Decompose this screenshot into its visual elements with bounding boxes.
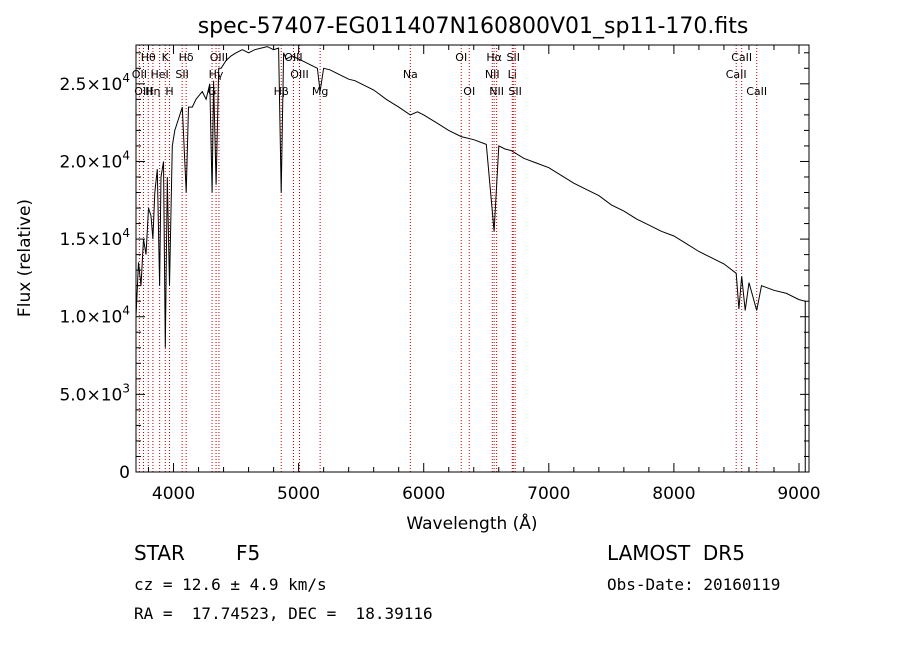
y-tick-label: 1.0×104 — [59, 304, 130, 328]
y-tick-label: 0 — [119, 463, 130, 483]
line-marker-label: G — [208, 85, 217, 98]
redshift-cz: cz = 12.6 ± 4.9 km/s — [134, 575, 327, 594]
y-tick-mantissa: 0 — [119, 463, 130, 483]
observation-date: Obs-Date: 20160119 — [607, 575, 781, 594]
x-tick-label: 7000 — [527, 484, 570, 504]
line-marker-label: Li — [508, 68, 517, 81]
line-marker-label: NII — [485, 68, 500, 81]
line-marker-label: Hδ — [179, 51, 194, 64]
y-tick-exponent: 4 — [122, 304, 130, 318]
y-tick-mantissa: 1.0×10 — [59, 308, 122, 328]
y-tick-exponent: 4 — [122, 226, 130, 240]
y-tick-exponent: 4 — [122, 71, 130, 85]
line-marker-label: K — [162, 51, 170, 64]
line-marker-label: SII — [508, 85, 521, 98]
line-marker-label: CaII — [746, 85, 767, 98]
line-marker-label: OIII — [210, 51, 228, 64]
y-tick-exponent: 3 — [122, 381, 130, 395]
line-marker-label: HeI — [150, 68, 168, 81]
plot-frame — [135, 44, 810, 473]
line-marker-label: Hγ — [209, 68, 224, 81]
line-marker-label: SII — [175, 68, 188, 81]
y-tick-label: 1.5×104 — [59, 226, 130, 250]
y-tick-mantissa: 2.5×10 — [59, 75, 122, 95]
y-tick-label: 2.0×104 — [59, 148, 130, 172]
x-tick-label: 9000 — [777, 484, 820, 504]
line-marker-label: OII — [132, 68, 147, 81]
y-tick-mantissa: 5.0×10 — [59, 385, 122, 405]
line-marker-label: Na — [403, 68, 418, 81]
axes: 4000 5000 6000 7000 8000 900005.0×1031.0×1041… — [59, 44, 821, 504]
y-tick-mantissa: 2.0×10 — [59, 152, 122, 172]
chart-title: spec-57407-EG011407N160800V01_sp11-170.f… — [198, 14, 749, 39]
x-axis-label: Wavelength (Å) — [406, 512, 537, 534]
y-tick-mantissa: 1.5×10 — [59, 230, 122, 250]
line-marker-label: OIII — [290, 68, 308, 81]
coordinates: RA = 17.74523, DEC = 18.39116 — [134, 604, 433, 623]
object-subclass: F5 — [236, 541, 261, 565]
line-marker-label: H — [165, 85, 173, 98]
line-marker-label: OI — [455, 51, 467, 64]
line-marker-label: CaII — [731, 51, 752, 64]
y-tick-label: 2.5×104 — [59, 71, 130, 95]
line-marker-label: Hβ — [274, 85, 289, 98]
x-tick-label: 5000 — [277, 484, 320, 504]
line-marker-label: Hη — [145, 85, 160, 98]
line-marker-label: SII — [507, 51, 520, 64]
y-tick-exponent: 4 — [122, 148, 130, 162]
line-marker-label: Hα — [486, 51, 502, 64]
x-tick-label: 4000 — [152, 484, 195, 504]
spectrum-line — [135, 46, 806, 348]
line-marker-label: OIII — [284, 51, 302, 64]
spectrum-series-group — [135, 46, 806, 472]
line-marker-label: Hθ — [141, 51, 156, 64]
line-marker-label: OI — [463, 85, 475, 98]
y-axis-label: Flux (relative) — [15, 199, 35, 317]
line-marker-label: OIII — [134, 85, 152, 98]
x-tick-label: 8000 — [652, 484, 695, 504]
survey-name: LAMOST DR5 — [607, 541, 745, 565]
y-tick-label: 5.0×103 — [59, 381, 130, 405]
line-marker-label: NII — [489, 85, 504, 98]
x-tick-label: 6000 — [402, 484, 445, 504]
line-marker-label: CaII — [726, 68, 747, 81]
object-class: STAR — [134, 541, 185, 565]
